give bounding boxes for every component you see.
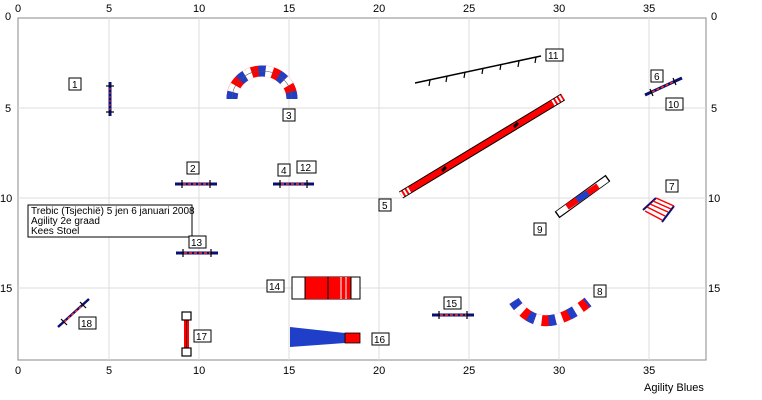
number-label-11: 11 — [545, 48, 564, 62]
obstacle-11-line — [414, 55, 542, 87]
number-label-5: 5 — [378, 198, 392, 212]
obstacle-6-10-jump — [644, 76, 683, 97]
obstacle-8-tunnel — [509, 297, 592, 327]
number-label-8: 8 — [593, 284, 607, 298]
axis-bottom-label: 35 — [643, 365, 655, 377]
number-label-4: 4 — [277, 163, 291, 177]
field-border — [17, 17, 707, 361]
axis-bottom-label: 20 — [373, 365, 385, 377]
svg-text:3: 3 — [286, 111, 292, 122]
svg-text:17: 17 — [196, 332, 208, 343]
axis-bottom-label: 10 — [193, 365, 205, 377]
obstacle-4-jump — [273, 180, 314, 188]
obstacle-1-jump — [106, 82, 114, 116]
svg-text:16: 16 — [374, 335, 386, 346]
number-label-6: 6 — [650, 69, 664, 83]
info-line-2: Agility 2e graad — [31, 216, 100, 227]
axis-right-label: 10 — [708, 193, 720, 205]
axis-left-label: 10 — [0, 193, 12, 205]
axis-bottom-label: 30 — [553, 365, 565, 377]
axis-top-label: 25 — [463, 3, 475, 15]
axis-right-label: 5 — [711, 103, 717, 115]
obstacle-15-jump — [432, 311, 474, 319]
axis-bottom-label: 0 — [15, 365, 21, 377]
number-label-9: 9 — [533, 222, 547, 236]
axis-top-label: 20 — [373, 3, 385, 15]
axis-right: 0 5 10 15 — [708, 11, 720, 295]
axis-left-label: 5 — [5, 103, 11, 115]
axis-bottom-label: 15 — [283, 365, 295, 377]
obstacle-3-tunnel — [226, 65, 298, 100]
axis-top: 0 5 10 15 20 25 30 35 — [15, 3, 655, 15]
axis-top-label: 10 — [193, 3, 205, 15]
number-label-17: 17 — [193, 329, 212, 343]
grid — [18, 18, 706, 360]
svg-text:2: 2 — [190, 164, 196, 175]
obstacle-18-jump — [57, 298, 90, 328]
number-label-12: 12 — [296, 160, 317, 174]
svg-text:4: 4 — [281, 166, 287, 177]
svg-text:10: 10 — [668, 100, 680, 111]
svg-text:13: 13 — [191, 238, 203, 249]
number-label-15: 15 — [443, 296, 462, 310]
obstacle-16-chute — [290, 327, 361, 347]
axis-top-label: 35 — [643, 3, 655, 15]
obstacle-2-jump — [175, 180, 217, 188]
svg-text:1: 1 — [72, 80, 78, 91]
svg-text:8: 8 — [597, 287, 603, 298]
axis-left-label: 0 — [5, 11, 11, 23]
axis-bottom: 0 5 10 15 20 25 30 35 — [15, 365, 655, 377]
number-labels: 1 2 3 4 5 6 7 8 — [68, 48, 684, 346]
svg-text:12: 12 — [300, 163, 312, 174]
info-line-1: Trebic (Tsjechië) 5 jen 6 januari 2008 — [31, 206, 195, 217]
obstacle-17-jump — [181, 311, 192, 357]
axis-left-label: 15 — [0, 283, 12, 295]
obstacle-5-dogwalk — [398, 93, 566, 199]
obstacle-13-jump — [176, 249, 218, 257]
info-box: Trebic (Tsjechië) 5 jen 6 januari 2008 A… — [27, 204, 195, 238]
number-label-16: 16 — [371, 332, 390, 346]
axis-right-label: 0 — [711, 11, 717, 23]
number-label-7: 7 — [665, 179, 679, 193]
obstacle-7-weave — [642, 197, 675, 223]
svg-text:18: 18 — [81, 319, 93, 330]
footer-label: Agility Blues — [644, 382, 704, 394]
svg-text:9: 9 — [537, 225, 543, 236]
svg-text:14: 14 — [269, 282, 281, 293]
axis-bottom-label: 25 — [463, 365, 475, 377]
axis-top-label: 5 — [106, 3, 112, 15]
number-label-13: 13 — [188, 235, 207, 249]
obstacle-9-seesaw — [554, 174, 611, 219]
number-label-14: 14 — [266, 279, 285, 293]
info-line-3: Kees Stoel — [31, 226, 79, 237]
number-label-18: 18 — [78, 316, 97, 330]
number-label-10: 10 — [665, 97, 684, 111]
number-label-3: 3 — [282, 108, 296, 122]
number-label-1: 1 — [68, 77, 82, 91]
svg-text:15: 15 — [446, 299, 458, 310]
svg-text:7: 7 — [669, 182, 675, 193]
axis-top-label: 0 — [15, 3, 21, 15]
obstacle-14-tunnel — [291, 276, 361, 300]
svg-text:6: 6 — [654, 72, 660, 83]
svg-text:11: 11 — [548, 51, 559, 62]
axis-bottom-label: 5 — [106, 365, 112, 377]
axis-top-label: 30 — [553, 3, 565, 15]
svg-text:5: 5 — [382, 201, 388, 212]
axis-left: 0 5 10 15 — [0, 11, 12, 295]
axis-right-label: 15 — [708, 283, 720, 295]
number-label-2: 2 — [186, 161, 200, 175]
axis-top-label: 15 — [283, 3, 295, 15]
